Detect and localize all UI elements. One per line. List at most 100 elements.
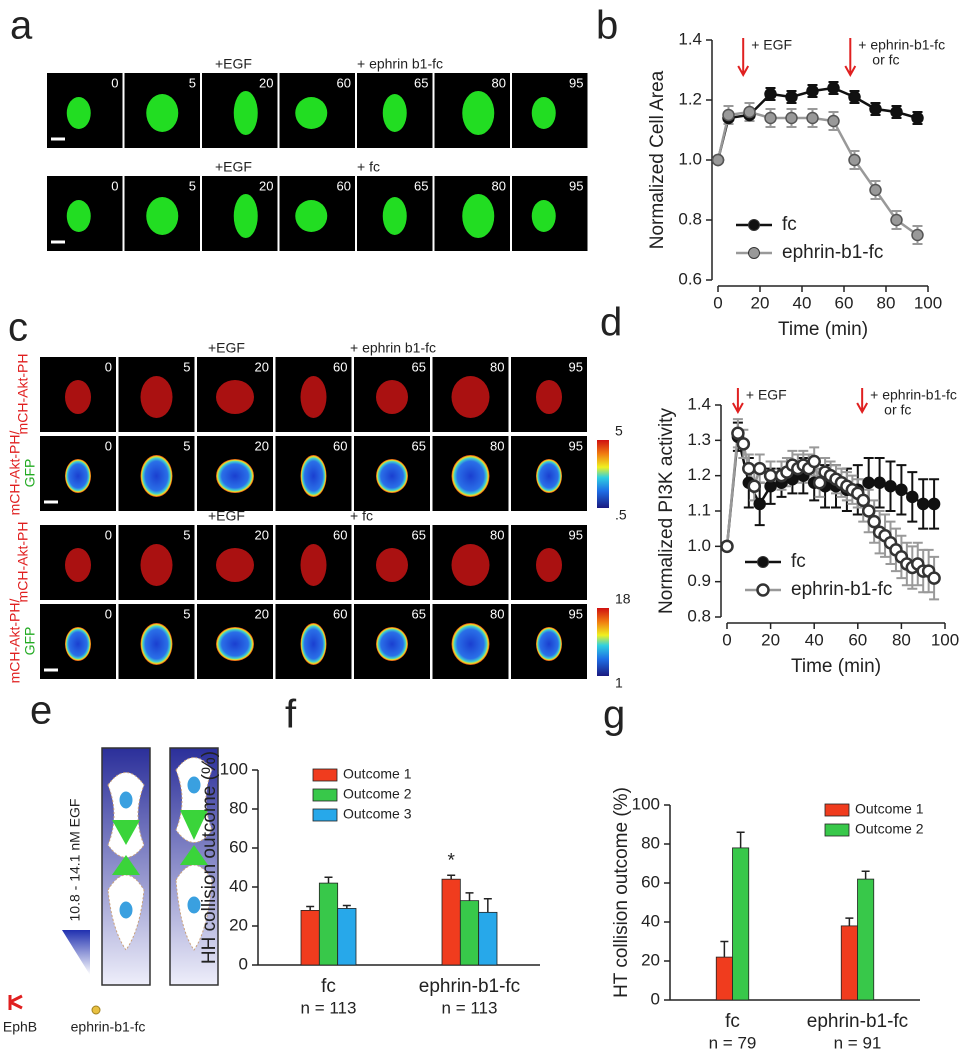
y-axis-label: Normalized Cell Area (647, 70, 668, 249)
n-label: n = 113 (301, 998, 357, 1017)
legend-label: EphB (3, 1019, 37, 1035)
cell (295, 200, 328, 232)
marker (869, 183, 882, 197)
legend-label: Outcome 2 (343, 786, 412, 802)
x-axis-label: Time (min) (778, 319, 868, 340)
treatment-label: +EGF (208, 508, 245, 524)
legend-label: ephrin-b1-fc (791, 579, 892, 600)
marker (906, 490, 919, 504)
series-line (716, 86, 918, 161)
marker (806, 111, 819, 125)
time-label: 95 (569, 606, 583, 621)
marker (869, 102, 882, 116)
error-bar (736, 831, 745, 848)
x-tick-label: ephrin-b1-fc (419, 976, 520, 997)
cell (65, 627, 91, 661)
time-label: 20 (255, 438, 269, 453)
y-tick-label: 20 (641, 950, 660, 969)
time-label: 5 (183, 527, 190, 542)
panel-label: b (596, 4, 618, 48)
cell (140, 623, 173, 665)
cell (216, 627, 254, 661)
annotation-arrow (737, 38, 750, 78)
time-label: 80 (490, 527, 504, 542)
y-tick-label: 1.0 (687, 536, 711, 555)
legend-swatch (824, 803, 850, 817)
y-tick-label: 100 (220, 759, 248, 778)
y-tick-label: 1.2 (678, 89, 702, 108)
y-tick-label: 1.0 (678, 149, 702, 168)
colorbar-label: 5 (615, 423, 623, 439)
time-label: 0 (105, 359, 112, 374)
treatment-label: + ephrin b1-fc (350, 340, 436, 356)
marker (890, 105, 903, 119)
marker (763, 468, 778, 483)
cell (146, 197, 179, 235)
y-tick-label: 0 (651, 989, 660, 1008)
legend-swatch (312, 768, 338, 782)
x-tick-label: 20 (761, 630, 780, 649)
row-label: mCH-Akt-PH/ (7, 431, 23, 516)
marker (861, 504, 876, 518)
marker (747, 479, 761, 494)
colorbar (597, 440, 609, 508)
time-label: 20 (255, 527, 269, 542)
treatment-label: + ephrin b1-fc (357, 56, 443, 72)
colorbar-label: 1 (615, 675, 623, 691)
marker (856, 493, 870, 508)
marker (873, 476, 886, 489)
colorbar (597, 608, 609, 676)
cell (66, 97, 91, 129)
time-label: 5 (189, 178, 196, 193)
cell (65, 380, 91, 414)
time-label: 0 (111, 178, 118, 193)
cell (376, 380, 408, 414)
annotation: or fc (884, 402, 911, 418)
x-tick-label: 60 (835, 293, 854, 312)
time-label: 80 (492, 178, 506, 193)
marker (895, 483, 908, 497)
y-axis-label: HT collision outcome (%) (611, 787, 632, 998)
cell (376, 627, 408, 661)
cell (295, 97, 328, 129)
cell (65, 459, 91, 493)
marker (827, 114, 840, 128)
y-tick-label: 1.2 (687, 465, 711, 484)
legend-label: fc (782, 214, 797, 235)
cell (140, 455, 173, 497)
treatment-label: +EGF (208, 340, 245, 356)
x-tick-label: 0 (722, 630, 731, 649)
cell (536, 459, 562, 493)
time-label: 95 (569, 527, 583, 542)
bar (441, 878, 461, 966)
treatment-label: +EGF (215, 56, 252, 72)
annotation: or fc (872, 52, 899, 68)
marker (848, 90, 861, 104)
marker (752, 461, 767, 476)
time-label: 95 (569, 438, 583, 453)
annotation-arrow (856, 388, 869, 415)
x-tick-label: 80 (892, 630, 911, 649)
time-label: 80 (492, 75, 506, 90)
time-label: 65 (412, 606, 426, 621)
x-tick-label: fc (321, 976, 336, 997)
y-tick-label: 1.3 (687, 430, 711, 449)
marker (742, 461, 756, 476)
marker (812, 475, 827, 490)
marker (927, 497, 941, 511)
legend-marker (748, 219, 760, 231)
panel-label: a (10, 4, 33, 48)
y-tick-label: 0.8 (678, 209, 702, 228)
cell (462, 91, 495, 135)
time-label: 80 (490, 606, 504, 621)
panel-label: g (603, 693, 625, 737)
time-label: 5 (189, 75, 196, 90)
y-tick-label: 0.9 (687, 571, 711, 590)
panel-label: d (600, 301, 622, 345)
cell (376, 459, 408, 493)
time-label: 65 (412, 527, 426, 542)
annotation-arrow (732, 388, 744, 415)
bar (459, 900, 480, 966)
annotation: + EGF (751, 37, 792, 53)
time-label: 5 (183, 359, 190, 374)
